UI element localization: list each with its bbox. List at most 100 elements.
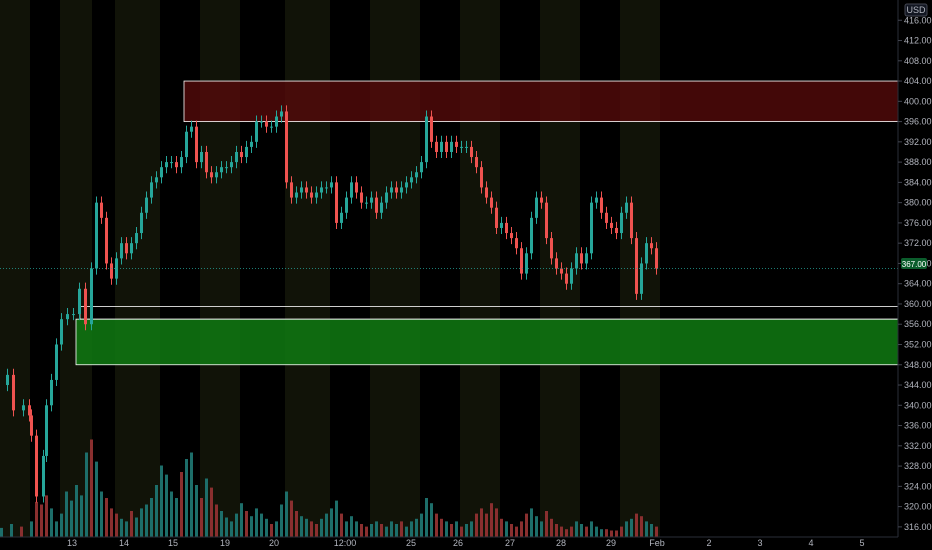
candle-body: [150, 182, 153, 198]
volume-bar: [410, 521, 413, 537]
candle-body: [205, 151, 208, 173]
volume-bar: [440, 518, 443, 537]
volume-bar: [565, 529, 568, 537]
volume-bar: [395, 524, 398, 537]
currency-badge[interactable]: USD: [904, 3, 928, 17]
time-axis[interactable]: 13 14 15 19 20 12:00 25 26 27 28 29 Feb 2 3 4 5: [0, 536, 898, 548]
volume-bar: [240, 503, 243, 537]
candle-body: [610, 222, 613, 228]
volume-bar: [305, 518, 308, 537]
candle-body: [390, 187, 393, 193]
volume-bar: [385, 526, 388, 537]
volume-bar: [180, 472, 183, 537]
y-tick-label: 332.00: [904, 441, 932, 451]
volume-bar: [95, 461, 98, 537]
candle-body: [420, 162, 423, 173]
candle-body: [175, 162, 178, 168]
candle-body: [215, 172, 218, 178]
candle-body: [125, 243, 128, 254]
y-tick-label: 384.00: [904, 177, 932, 187]
candle-body: [640, 263, 643, 294]
volume-bar: [260, 513, 263, 537]
x-tick-label: 12:00: [334, 538, 357, 548]
candle-body: [66, 314, 69, 320]
candle-body: [265, 121, 268, 127]
candle-body: [320, 187, 323, 193]
candle-body: [60, 319, 63, 345]
volume-bar: [585, 526, 588, 537]
volume-bar: [430, 503, 433, 537]
volume-bar: [230, 521, 233, 537]
x-tick-label: 25: [406, 538, 416, 548]
candle-body: [130, 243, 133, 254]
volume-bar: [545, 511, 548, 537]
currency-badge-box: [904, 3, 928, 17]
candle-body: [370, 197, 373, 203]
candle-body: [470, 146, 473, 158]
volume-bar: [370, 524, 373, 537]
volume-bar: [245, 511, 248, 537]
price-zones: [75, 80, 899, 366]
candle-body: [400, 187, 403, 193]
volume-bar: [415, 518, 418, 537]
volume-bar: [35, 501, 38, 537]
candle-body: [310, 192, 313, 198]
candle-body: [475, 157, 478, 168]
volume-bar: [530, 508, 533, 537]
candle-body: [440, 141, 443, 152]
volume-bar: [130, 511, 133, 537]
volume-bar: [30, 521, 33, 537]
volume-bar: [210, 487, 213, 537]
candle-body: [275, 116, 278, 127]
session-band: [370, 0, 420, 537]
y-tick-label: 336.00: [904, 421, 932, 431]
volume-bar: [375, 521, 378, 537]
volume-bar: [160, 465, 163, 537]
y-tick-label: 352.00: [904, 339, 932, 349]
candle-body: [565, 273, 568, 284]
volume-bar: [460, 526, 463, 537]
session-band: [115, 0, 160, 537]
volume-bar: [510, 524, 513, 537]
candle-body: [550, 238, 553, 259]
volume-bar: [40, 504, 43, 537]
volume-bar: [590, 521, 593, 537]
volume-bar: [265, 518, 268, 537]
volume-bar: [145, 504, 148, 537]
volume-bar: [110, 508, 113, 537]
candle-body: [620, 212, 623, 234]
resistance-zone[interactable]: [183, 80, 899, 122]
volume-bar: [115, 513, 118, 537]
volume-bar: [485, 513, 488, 537]
candle-body: [385, 192, 388, 203]
candle-body: [355, 182, 358, 193]
volume-bar: [490, 503, 493, 537]
volume-bar: [390, 521, 393, 537]
volume-bar: [215, 504, 218, 537]
candle-body: [585, 253, 588, 264]
candle-body: [6, 374, 9, 386]
volume-bar: [90, 439, 93, 537]
volume-bar: [575, 521, 578, 537]
x-tick-label: 29: [606, 538, 616, 548]
candle-body: [140, 212, 143, 234]
candle-body: [28, 405, 31, 416]
candle-body: [12, 374, 15, 411]
candle-body: [335, 182, 338, 223]
price-axis[interactable]: 416.00 412.00 408.00 404.00 400.00 396.00 392.…: [897, 0, 932, 537]
support-zone[interactable]: [75, 318, 899, 366]
volume-bar: [405, 526, 408, 537]
candle-body: [290, 182, 293, 198]
candle-body: [295, 192, 298, 198]
candle-body: [430, 116, 433, 142]
candle-body: [90, 268, 93, 325]
volume-bar: [330, 508, 333, 537]
candle-body: [435, 141, 438, 152]
y-tick-label: 340.00: [904, 400, 932, 410]
y-tick-label: 356.00: [904, 319, 932, 329]
candle-body: [520, 248, 523, 274]
volume-bar: [280, 504, 283, 537]
y-tick-label: 408.00: [904, 56, 932, 66]
last-price-label: 367.00: [902, 260, 927, 269]
